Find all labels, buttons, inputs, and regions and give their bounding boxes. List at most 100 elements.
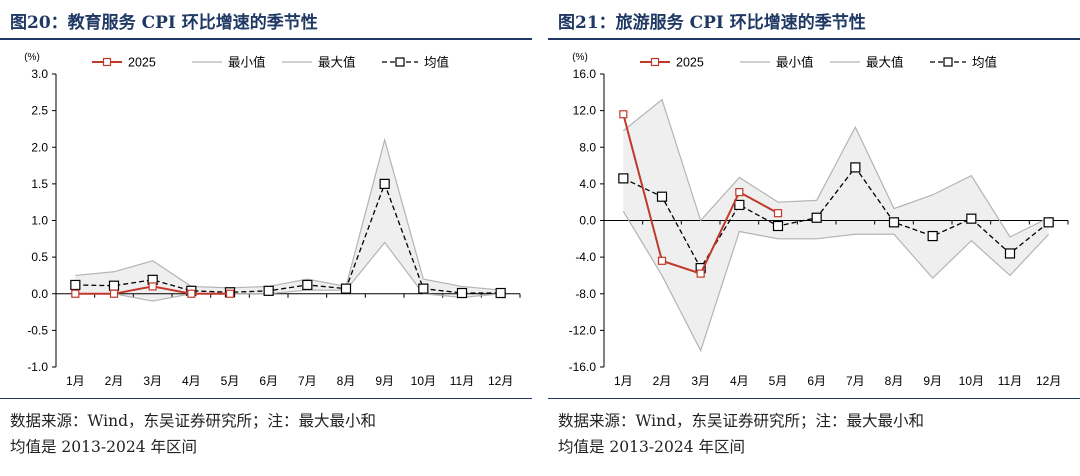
2025-point xyxy=(657,256,667,265)
mean-point xyxy=(379,178,390,189)
mean-point xyxy=(495,287,506,299)
mean-point xyxy=(1004,248,1016,259)
x-tick-label: 9月 xyxy=(923,374,942,388)
mean-point xyxy=(966,213,977,224)
mean-point xyxy=(734,199,745,211)
chart-travel-cpi: 16.0 12.0 8.0 4.0 0.0 -4.0 -8.0 -12.0 -16.0 (%) 1月… xyxy=(569,52,1069,388)
x-tick-label: 6月 xyxy=(259,374,278,388)
figure-title: 图20：教育服务 CPI 环比增速的季节性 xyxy=(10,13,318,33)
x-tick-label: 2月 xyxy=(653,374,672,388)
x-tick-label: 1月 xyxy=(614,374,633,388)
series-mean-line xyxy=(623,166,1050,270)
x-tick-label: 5月 xyxy=(221,374,240,388)
legend-marker xyxy=(943,57,953,67)
x-tick-label: 12月 xyxy=(488,374,513,388)
unit-label: (%) xyxy=(24,52,40,63)
mean-point xyxy=(302,279,313,291)
chart-education-cpi: 3.0 2.5 2.0 1.5 1.0 0.5 0.0 -0.5 -1.0 (%) 1月 2月 3月 4月… xyxy=(24,52,521,388)
y-tick-label: 2.5 xyxy=(31,104,48,118)
y-tick-label: 0.0 xyxy=(579,214,596,228)
mean-point xyxy=(927,230,938,242)
bottom-rule xyxy=(548,398,1080,399)
source-line-2: 均值是 2013-2024 年区间 xyxy=(10,438,197,456)
x-tick-label: 6月 xyxy=(807,374,826,388)
legend-label: 均值 xyxy=(424,55,449,70)
legend-marker xyxy=(650,57,660,67)
x-tick-label: 11月 xyxy=(998,374,1022,388)
legend-label: 最大值 xyxy=(866,55,904,70)
x-tick-label: 7月 xyxy=(298,374,317,388)
x-tick-label: 8月 xyxy=(337,374,356,388)
chart-panel-education: 图20：教育服务 CPI 环比增速的季节性 3.0 2.5 2.0 1.5 1.0 0.5… xyxy=(0,0,532,476)
mean-point xyxy=(656,191,668,202)
y-tick-label: 3.0 xyxy=(31,67,48,81)
x-tick-label: 2月 xyxy=(105,374,124,388)
x-tick-label: 10月 xyxy=(411,374,436,388)
legend-item: 最大值 xyxy=(830,55,904,70)
mean-point xyxy=(418,283,429,294)
legend-item: 最小值 xyxy=(192,55,266,70)
2025-point xyxy=(773,209,783,218)
legend-item: 均值 xyxy=(930,55,997,70)
x-tick-label: 9月 xyxy=(375,374,394,388)
mean-point xyxy=(340,283,352,294)
y-tick-label: -1.0 xyxy=(27,360,48,374)
x-tick-label: 4月 xyxy=(730,374,749,388)
2025-point xyxy=(225,289,235,298)
series-max-line xyxy=(622,98,1049,238)
series-min-line xyxy=(622,211,1050,353)
legend-item: 最小值 xyxy=(740,55,814,70)
y-tick-label: 8.0 xyxy=(579,140,596,154)
2025-point xyxy=(109,289,119,298)
x-tick-label: 3月 xyxy=(691,374,710,388)
legend-label: 最小值 xyxy=(776,55,814,70)
mean-point xyxy=(811,212,822,223)
mean-point xyxy=(772,220,784,232)
legend-item: 2025 xyxy=(640,56,704,70)
series-min-line xyxy=(75,241,501,302)
figure-title: 图21：旅游服务 CPI 环比增速的季节性 xyxy=(558,13,866,33)
y-tick-label: 4.0 xyxy=(579,177,596,191)
y-tick-label: -4.0 xyxy=(575,250,596,264)
y-tick-label: 1.0 xyxy=(31,214,48,228)
legend-item: 2025 xyxy=(92,56,156,70)
x-tick-label: 8月 xyxy=(885,374,904,388)
x-tick-label: 12月 xyxy=(1036,374,1061,388)
x-tick-label: 1月 xyxy=(66,374,85,388)
min-max-band xyxy=(623,99,1049,351)
x-tick-label: 3月 xyxy=(143,374,162,388)
x-tick-label: 10月 xyxy=(959,374,984,388)
y-tick-label: 0.5 xyxy=(31,250,48,264)
y-tick-label: -12.0 xyxy=(569,323,597,337)
source-note: 数据来源：Wind，东吴证券研究所；注：最大最小和 均值是 2013-2024 … xyxy=(10,408,525,460)
y-tick-label: -16.0 xyxy=(569,360,597,374)
y-tick-label: 0.0 xyxy=(31,287,48,301)
source-line-1: 数据来源：Wind，东吴证券研究所；注：最大最小和 xyxy=(10,412,377,430)
y-tick-label: 12.0 xyxy=(573,104,597,118)
2025-point xyxy=(187,289,196,298)
x-tick-label: 4月 xyxy=(182,374,201,388)
y-tick-label: -0.5 xyxy=(27,323,48,337)
mean-point xyxy=(618,173,629,184)
legend-label: 最小值 xyxy=(228,55,266,70)
legend-marker xyxy=(395,57,405,67)
mean-point xyxy=(456,287,468,299)
mean-point xyxy=(1043,217,1054,228)
x-tick-label: 11月 xyxy=(450,374,474,388)
y-tick-label: 2.0 xyxy=(31,140,48,154)
source-line-1: 数据来源：Wind，东吴证券研究所；注：最大最小和 xyxy=(558,412,925,430)
min-max-band xyxy=(75,139,501,302)
series-max-line xyxy=(75,137,501,291)
mean-point xyxy=(888,217,900,228)
title-rule xyxy=(548,38,1080,40)
mean-point xyxy=(850,162,861,173)
2025-point xyxy=(696,269,705,278)
2025-point xyxy=(619,110,628,119)
mean-point xyxy=(108,280,120,291)
unit-label: (%) xyxy=(572,52,588,63)
y-tick-label: 16.0 xyxy=(573,67,597,81)
legend-label: 最大值 xyxy=(318,55,356,70)
2025-point xyxy=(71,289,80,298)
bottom-rule xyxy=(0,398,532,399)
source-note: 数据来源：Wind，东吴证券研究所；注：最大最小和 均值是 2013-2024 … xyxy=(558,408,1073,460)
